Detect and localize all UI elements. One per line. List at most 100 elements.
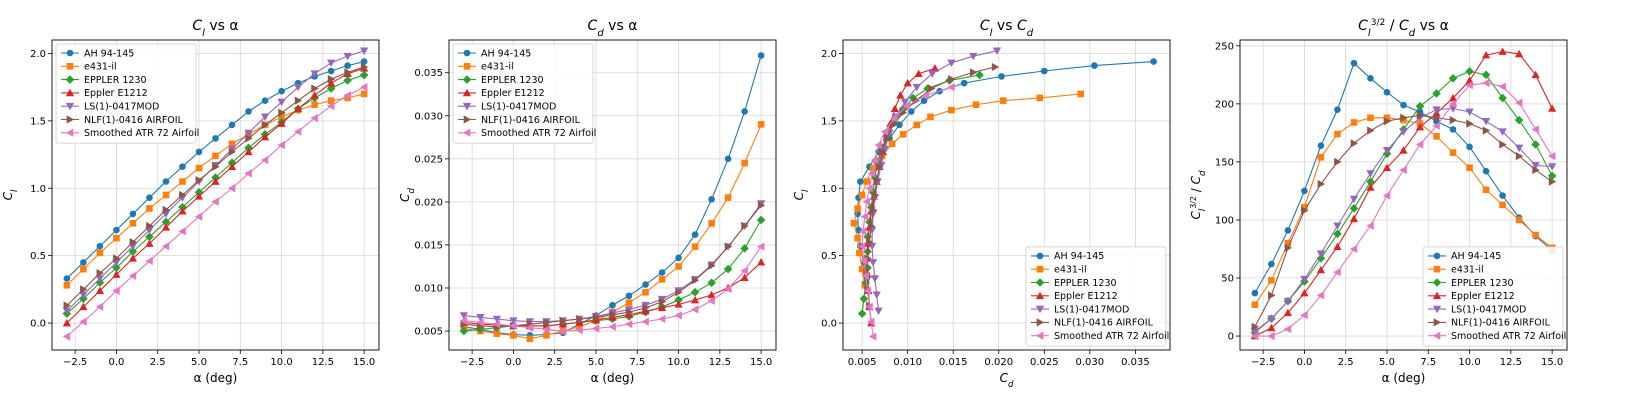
data-point xyxy=(96,242,104,250)
data-point xyxy=(1350,119,1358,126)
legend-label: NLF(1)-0416 AIRFOIL xyxy=(84,115,184,126)
data-point xyxy=(62,332,71,341)
x-axis-label: α (deg) xyxy=(591,371,635,385)
data-point xyxy=(690,295,700,304)
data-point xyxy=(675,288,683,297)
data-point xyxy=(128,271,137,280)
data-point xyxy=(890,104,900,113)
series-smoothed-atr-72-airfoil xyxy=(62,83,368,341)
data-point xyxy=(690,288,700,297)
data-point xyxy=(741,159,748,167)
data-point xyxy=(178,207,187,215)
plot-frame xyxy=(51,39,380,351)
data-point xyxy=(1448,93,1458,102)
data-point xyxy=(558,326,567,336)
data-point xyxy=(310,91,319,99)
data-point xyxy=(862,197,870,206)
data-point xyxy=(1251,289,1259,297)
legend-label: e431-il xyxy=(84,62,117,73)
data-point xyxy=(903,79,912,87)
legend-label: Smoothed ATR 72 Airfoil xyxy=(84,128,199,139)
legend-label: LS(1)-0417MOD xyxy=(481,102,556,113)
data-point xyxy=(1498,47,1507,55)
data-point xyxy=(867,317,875,326)
y-tick-label: 0.0 xyxy=(821,319,837,330)
data-point xyxy=(476,318,484,327)
x-tick-label: 5.0 xyxy=(1379,357,1395,368)
data-point xyxy=(261,120,270,130)
data-point xyxy=(194,192,204,200)
x-tick-label: 15.0 xyxy=(1541,357,1563,368)
data-point xyxy=(880,127,889,136)
data-point xyxy=(542,325,550,334)
legend-label: AH 94-145 xyxy=(1054,251,1104,262)
data-point xyxy=(992,47,1002,55)
data-point xyxy=(757,258,766,266)
data-point xyxy=(162,191,170,199)
data-point xyxy=(888,140,896,148)
data-point xyxy=(1499,192,1506,199)
data-point xyxy=(858,265,866,273)
legend-marker xyxy=(1036,318,1045,327)
data-point xyxy=(867,221,876,231)
legend-label: NLF(1)-0416 AIRFOIL xyxy=(481,115,581,126)
data-point xyxy=(360,90,368,98)
data-point xyxy=(162,178,170,185)
data-point xyxy=(1548,177,1557,186)
x-axis-label: α (deg) xyxy=(1382,371,1426,385)
x-tick-label: 15.0 xyxy=(353,357,375,368)
data-point xyxy=(874,141,882,150)
data-point xyxy=(914,69,923,77)
x-tick-label: 0.025 xyxy=(1030,357,1059,368)
data-point xyxy=(509,321,517,331)
data-point xyxy=(1091,62,1098,69)
data-point xyxy=(228,147,237,156)
data-point xyxy=(850,220,858,227)
legend-marker xyxy=(1036,265,1044,273)
data-point xyxy=(278,87,285,95)
data-point xyxy=(79,302,88,311)
data-point xyxy=(1284,243,1293,252)
data-point xyxy=(459,316,468,325)
data-point xyxy=(244,169,252,178)
legend-marker xyxy=(66,115,75,124)
data-point xyxy=(642,303,650,312)
data-point xyxy=(1415,122,1425,131)
data-point xyxy=(889,114,898,123)
x-tick-label: 5.0 xyxy=(191,357,207,368)
legend-label: EPPLER 1230 xyxy=(481,75,544,86)
chart-panel-3: 0.005 0.010 0.015 0.020 0.025 0.030 0.035 0.0 0.… xyxy=(792,18,1171,390)
y-tick-label: 0.0 xyxy=(30,319,46,330)
data-point xyxy=(146,205,153,212)
data-point xyxy=(921,91,930,100)
data-point xyxy=(724,194,732,201)
data-point xyxy=(129,238,138,247)
data-point xyxy=(1350,59,1358,67)
data-point xyxy=(900,98,910,107)
data-point xyxy=(859,256,868,266)
legend-marker xyxy=(1432,291,1442,300)
data-point xyxy=(1532,231,1539,239)
data-point xyxy=(63,282,71,289)
data-point xyxy=(260,113,270,121)
data-point xyxy=(707,296,715,306)
data-point xyxy=(129,210,137,218)
data-point xyxy=(161,223,171,231)
data-point xyxy=(194,212,203,221)
data-point xyxy=(113,226,120,234)
data-point xyxy=(625,307,634,317)
data-point xyxy=(625,292,633,300)
data-point xyxy=(1432,106,1441,114)
data-point xyxy=(1367,75,1374,82)
legend-label: Smoothed ATR 72 Airfoil xyxy=(1054,331,1169,342)
data-point xyxy=(707,278,716,288)
data-point xyxy=(1366,170,1375,178)
data-point xyxy=(868,169,876,178)
data-point xyxy=(658,269,666,276)
data-point xyxy=(724,155,732,163)
data-point xyxy=(80,259,87,266)
data-point xyxy=(865,184,873,193)
data-point xyxy=(642,281,649,288)
data-point xyxy=(1499,140,1507,149)
data-point xyxy=(1267,331,1275,341)
